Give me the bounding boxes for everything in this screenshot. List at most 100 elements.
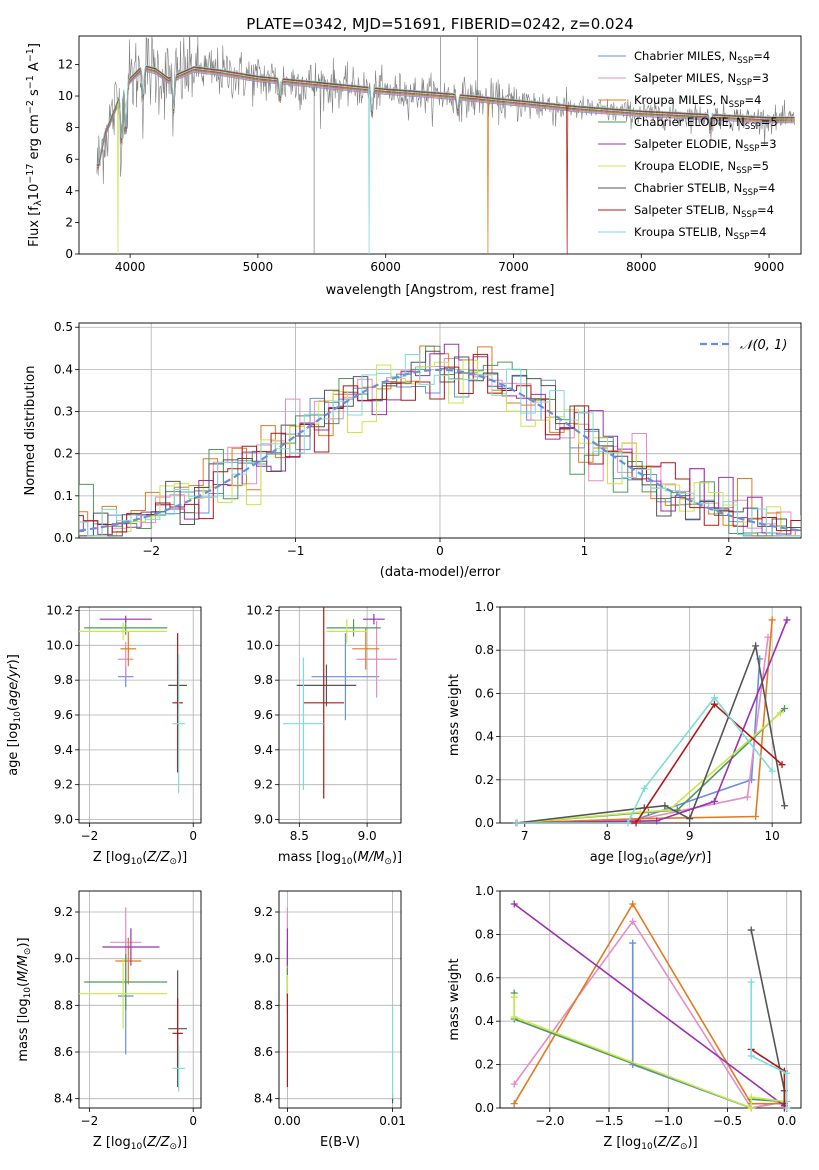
weight-marker [752,642,760,650]
x-tick-label: 10 [764,829,779,843]
weight-marker [510,993,518,1001]
weight-marker [640,784,648,792]
y-tick-label: 8.6 [54,1045,73,1059]
weight-lines [512,616,791,827]
weight-line-salpeter-miles [516,637,769,824]
weight-line-chabrier-miles [631,943,785,1109]
x-tick-label: 8.5 [290,829,309,843]
weight-marker [747,1052,755,1060]
y-tick-label: 0 [65,247,73,261]
error-bar-kroupa-miles [352,627,380,670]
residuals-panel: −2 −1 0 1 2 0.0 0.1 0.2 0.3 0.4 0.5 𝒩(0, 1) (data-mo… [23,320,802,580]
axes-frame [499,890,802,1109]
y-tick-label: 9.0 [254,952,273,966]
weight-line-salpeter-elodie [513,903,785,1107]
y-tick-label: 8.4 [254,1092,273,1106]
legend-label: Kroupa MILES, NSSP=4 [634,93,761,110]
weight-line-salpeter-stelib [516,702,783,824]
error-bar-kroupa-elodie [79,958,168,1029]
axes-frame [78,35,802,255]
weight-marker [781,802,789,810]
weight-marker [768,616,776,624]
y-tick-label: 0.4 [54,362,73,376]
legend-label: Kroupa STELIB, NSSP=4 [634,225,766,242]
y-axis-label: age [log10(age/yr)] [6,654,23,776]
legend-label: Salpeter MILES, NSSP=3 [634,71,769,88]
y-tick-label: 1.0 [475,600,494,614]
axes-frame [278,890,402,1109]
weight-marker [710,700,718,708]
y-tick-label: 9.2 [54,778,73,792]
y-tick-label: 0.0 [475,1101,494,1115]
axes-frame [78,606,202,824]
normal-reference-curve [79,368,801,532]
x-axis-label: Z [log10(Z/Z⊙)] [93,850,187,867]
error-bar-salpeter-stelib [303,607,345,799]
weight-marker [743,793,751,801]
y-axis-label: mass weight [447,958,462,1040]
legend-nssp: 5 [762,159,769,173]
error-bar-chabrier-elodie [326,619,381,637]
legend-label: Chabrier MILES, NSSP=4 [634,49,770,66]
histogram-chabrier-miles [79,367,801,537]
y-tick-label: 9.2 [54,905,73,919]
x-tick-label: 9000 [754,260,785,274]
y-tick-label: 9.2 [254,778,273,792]
y-tick-label: 1.0 [475,884,494,898]
x-tick-label: −1 [287,544,305,558]
histogram-kroupa-stelib [79,353,801,537]
y-tick-label: 0.2 [475,1058,494,1072]
error-bars [79,907,187,1092]
weight-line-kroupa-stelib [750,982,788,1108]
weight-marker [747,978,755,986]
y-tick-label: 9.8 [254,673,273,687]
error-bar-salpeter-miles [117,641,134,677]
x-tick-label: 1 [581,544,589,558]
legend-nssp: 3 [769,137,776,151]
y-tick-label: 9.6 [254,708,273,722]
weight-marker [710,797,718,805]
legend-series-name: Salpeter MILES [634,71,720,85]
error-bar-salpeter-elodie [99,615,152,623]
x-tick-label: 4000 [115,260,146,274]
x-tick-label: 7 [521,829,529,843]
error-bar-salpeter-stelib [172,998,183,1069]
y-tick-label: 9.4 [254,743,273,757]
weight-marker [752,813,760,821]
error-bars [286,907,394,1104]
error-bar-kroupa-stelib [172,654,185,794]
x-tick-label: 7000 [498,260,529,274]
x-tick-label: 5000 [243,260,274,274]
legend-nssp: 3 [762,71,769,85]
y-tick-label: 2 [65,215,73,229]
weight-line-kroupa-miles [513,902,785,1105]
model-line-chabrier-stelib [96,66,795,166]
weight-marker [510,900,518,908]
legend-label: Chabrier ELODIE, NSSP=5 [634,115,778,132]
axes-frame [278,606,402,824]
legend-nssp: 4 [759,225,766,239]
weight-marker [783,1104,791,1112]
y-tick-label: 10 [58,89,73,103]
weight-marker [510,1080,518,1088]
histogram-chabrier-stelib [79,350,801,537]
weight-marker [783,1069,791,1077]
y-tick-label: 0.2 [475,773,494,787]
x-tick-label: −0.5 [713,1114,742,1128]
histogram-kroupa-elodie [79,359,801,537]
x-axis-label: mass [log10(M/M⊙)] [278,850,402,867]
y-tick-label: 8.8 [54,998,73,1012]
error-bar-kroupa-miles [120,631,137,667]
weight-line-salpeter-miles [513,919,787,1109]
weight-marker [783,616,791,624]
weight-line-kroupa-elodie [516,712,781,824]
error-bar-kroupa-stelib [283,657,324,790]
weight-marker [629,900,637,908]
y-tick-label: 8.6 [254,1045,273,1059]
error-bar-chabrier-miles [311,633,380,721]
y-axis-label: mass [log10(M/M⊙)] [16,937,33,1061]
weight-marker [768,767,776,775]
x-tick-label: −2 [142,544,160,558]
legend-nssp: 4 [763,49,770,63]
x-tick-label: 0 [436,544,444,558]
